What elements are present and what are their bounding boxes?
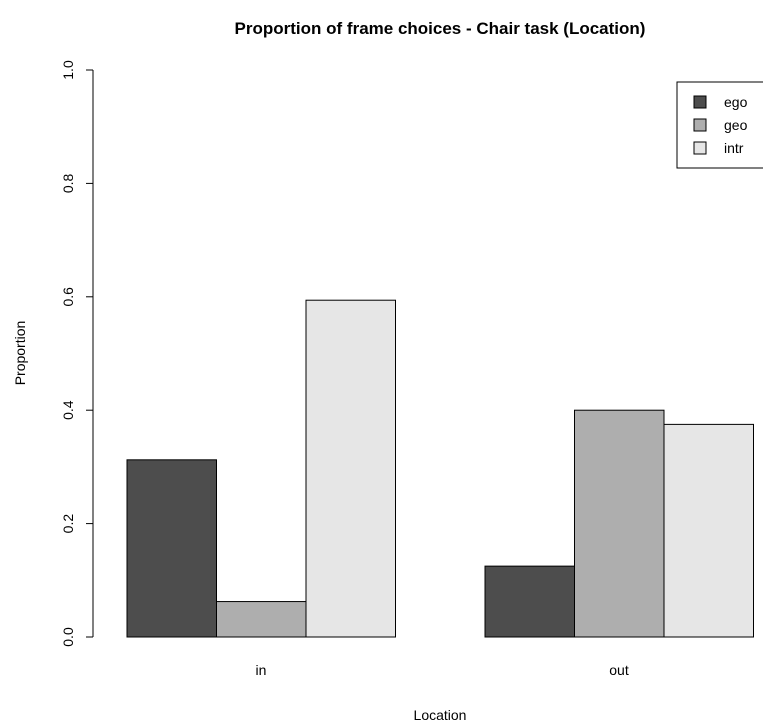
y-tick-label-1: 0.2 (60, 514, 76, 534)
bar-intr-out (663, 423, 754, 638)
bar-ego-out (484, 565, 575, 638)
y-axis: 0.0 0.2 0.4 0.6 0.8 1.0 (60, 60, 94, 647)
y-tick-label-3: 0.6 (60, 287, 76, 307)
bar-geo-out (574, 409, 665, 638)
legend-label-ego: ego (724, 94, 748, 110)
bar-intr-in (305, 299, 396, 638)
y-tick-label-0: 0.0 (60, 627, 76, 647)
bar-geo-in (216, 601, 307, 638)
legend-label-intr: intr (724, 140, 744, 156)
legend-swatch-ego (693, 95, 707, 109)
legend-label-geo: geo (724, 117, 748, 133)
y-tick-label-2: 0.4 (60, 400, 76, 420)
y-axis-label: Proportion (12, 321, 28, 386)
y-tick-label-4: 0.8 (60, 173, 76, 193)
legend-swatch-intr (693, 141, 707, 155)
legend: ego geo intr (676, 81, 763, 169)
bar-ego-in (126, 459, 217, 638)
x-category-labels: in out (256, 662, 629, 678)
x-tick-label-out: out (609, 662, 629, 678)
y-tick-label-5: 1.0 (60, 60, 76, 80)
x-tick-label-in: in (256, 662, 267, 678)
legend-swatch-geo (693, 118, 707, 132)
x-axis-label: Location (414, 707, 467, 723)
chart-title: Proportion of frame choices - Chair task… (235, 19, 646, 38)
legend-box (676, 81, 763, 169)
bar-group (126, 299, 754, 638)
